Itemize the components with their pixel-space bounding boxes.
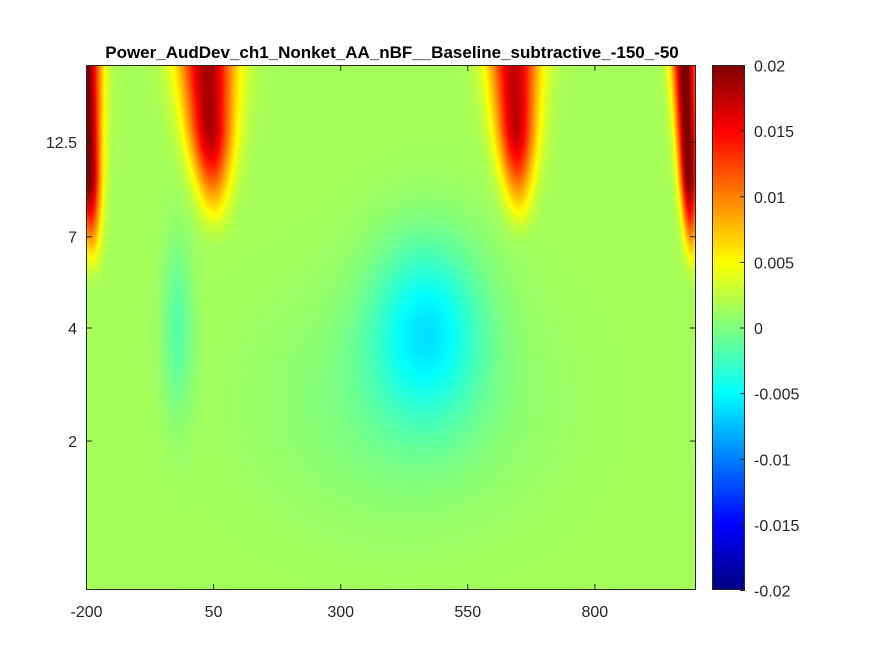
- chart-title: Power_AudDev_ch1_Nonket_AA_nBF__Baseline…: [105, 43, 679, 62]
- y-tick-label: 12.5: [46, 135, 77, 152]
- x-tick-label: 800: [581, 604, 608, 621]
- colorbar-tick-label: 0.02: [754, 59, 785, 76]
- x-tick-label: 550: [454, 604, 481, 621]
- heatmap-canvas: [86, 65, 696, 590]
- colorbar-ticks: 0.02 0.015 0.01 0.005 0 -0.005 -0.01 -0.015 -0.0…: [740, 59, 799, 601]
- colorbar-tick-label: -0.02: [754, 584, 791, 601]
- colorbar-tick-label: -0.005: [754, 387, 799, 404]
- colorbar-tick-label: 0.015: [754, 124, 794, 141]
- colorbar-tick-label: -0.015: [754, 518, 799, 535]
- x-tick-label: 300: [327, 604, 354, 621]
- colorbar-tick-label: 0.005: [754, 255, 794, 272]
- colorbar-tick-label: -0.01: [754, 452, 791, 469]
- y-tick-label: 4: [68, 321, 77, 338]
- colorbar-tick-label: 0: [754, 321, 763, 338]
- x-tick-label: -200: [70, 604, 102, 621]
- y-tick-label: 2: [68, 434, 77, 451]
- x-tick-label: 50: [205, 604, 223, 621]
- heatmap-plot-area: [86, 65, 696, 590]
- colorbar-tick-label: 0.01: [754, 190, 785, 207]
- y-tick-label: 7: [68, 230, 77, 247]
